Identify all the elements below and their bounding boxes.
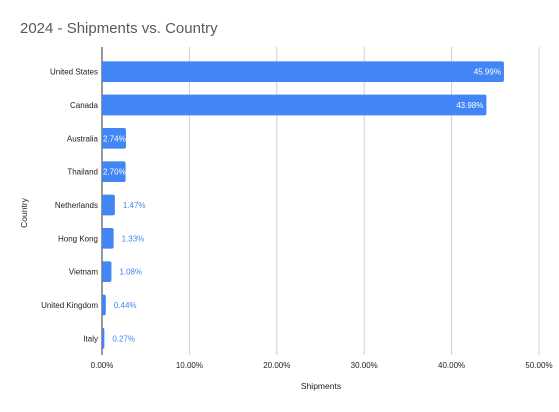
bar [102, 161, 126, 182]
category-label: Canada [70, 101, 99, 110]
category-label: Hong Kong [58, 234, 98, 243]
bar [102, 294, 106, 316]
data-label: 1.08% [119, 268, 142, 277]
bar [102, 61, 504, 82]
bars [102, 61, 504, 349]
category-label: United States [50, 68, 98, 77]
data-label: 1.47% [123, 201, 146, 210]
bar [102, 328, 105, 349]
data-labels: 45.99% 43.98% 2.74% 2.70% 1.47% 1.33% 1.08% 0.4… [103, 68, 501, 344]
bar [102, 94, 487, 116]
bar [102, 261, 112, 282]
gridlines [101, 47, 540, 355]
category-labels: United States Canada Australia Thailand Neth… [41, 68, 98, 344]
x-tick-label: 10.00% [176, 361, 203, 370]
x-tick-labels: 0.00% 10.00% 20.00% 30.00% 40.00% 50.00% [91, 361, 553, 370]
bar [102, 194, 115, 216]
data-label: 2.70% [103, 168, 126, 177]
x-axis-label: Shipments [301, 381, 341, 391]
category-label: Thailand [67, 168, 98, 177]
data-label: 45.99% [474, 68, 501, 77]
x-tick-label: 0.00% [91, 361, 114, 370]
category-label: United Kingdom [41, 301, 98, 310]
bar [102, 228, 114, 249]
chart-title: 2024 - Shipments vs. Country [20, 20, 218, 37]
data-label: 2.74% [103, 134, 126, 143]
y-axis-label: Country [19, 197, 29, 228]
category-label: Australia [67, 134, 99, 143]
bar [102, 128, 126, 149]
data-label: 43.98% [456, 101, 483, 110]
x-tick-label: 30.00% [351, 361, 378, 370]
data-label: 1.33% [122, 234, 145, 243]
category-label: Netherlands [55, 201, 98, 210]
data-label: 0.44% [114, 301, 137, 310]
category-label: Vietnam [69, 268, 99, 277]
x-tick-label: 40.00% [438, 361, 465, 370]
data-label: 0.27% [112, 334, 135, 343]
x-tick-label: 50.00% [525, 361, 552, 370]
x-tick-label: 20.00% [263, 361, 290, 370]
category-label: Italy [83, 334, 98, 343]
